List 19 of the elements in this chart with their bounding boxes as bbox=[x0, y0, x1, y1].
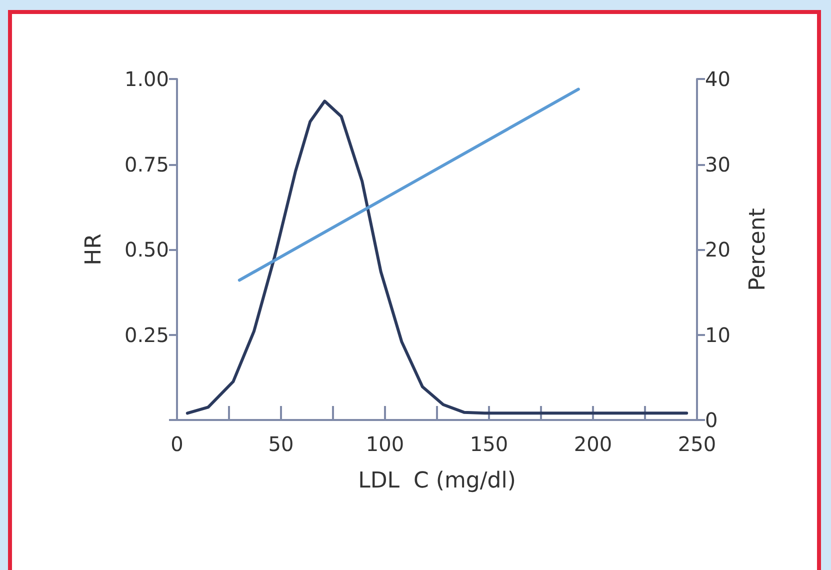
y-axis-title: HR bbox=[82, 234, 106, 266]
x-tick-label: 100 bbox=[366, 432, 404, 456]
x-tick-label: 50 bbox=[268, 432, 294, 456]
y2-tick-label: 30 bbox=[705, 152, 730, 176]
y2-tick-label: 0 bbox=[705, 408, 718, 432]
line-series bbox=[186, 100, 688, 415]
y2-tick-label: 10 bbox=[705, 322, 730, 347]
y-tick-label: 0.25 bbox=[124, 322, 169, 347]
x-tick-label: 150 bbox=[470, 432, 508, 456]
x-tick-label: 200 bbox=[574, 432, 612, 456]
y-tick-label: 0.50 bbox=[124, 238, 169, 262]
y2-axis-title: Percent bbox=[746, 208, 770, 291]
y2-tick-label: 40 bbox=[705, 67, 730, 91]
y2-tick-label: 20 bbox=[705, 238, 730, 262]
y-tick-label: 0.75 bbox=[124, 152, 169, 176]
x-axis-title: LDL C (mg/dl) bbox=[358, 468, 516, 494]
x-tick-label: 250 bbox=[678, 432, 716, 456]
y-tick-label: 1.00 bbox=[124, 67, 169, 91]
x-tick-label: 0 bbox=[170, 432, 184, 456]
